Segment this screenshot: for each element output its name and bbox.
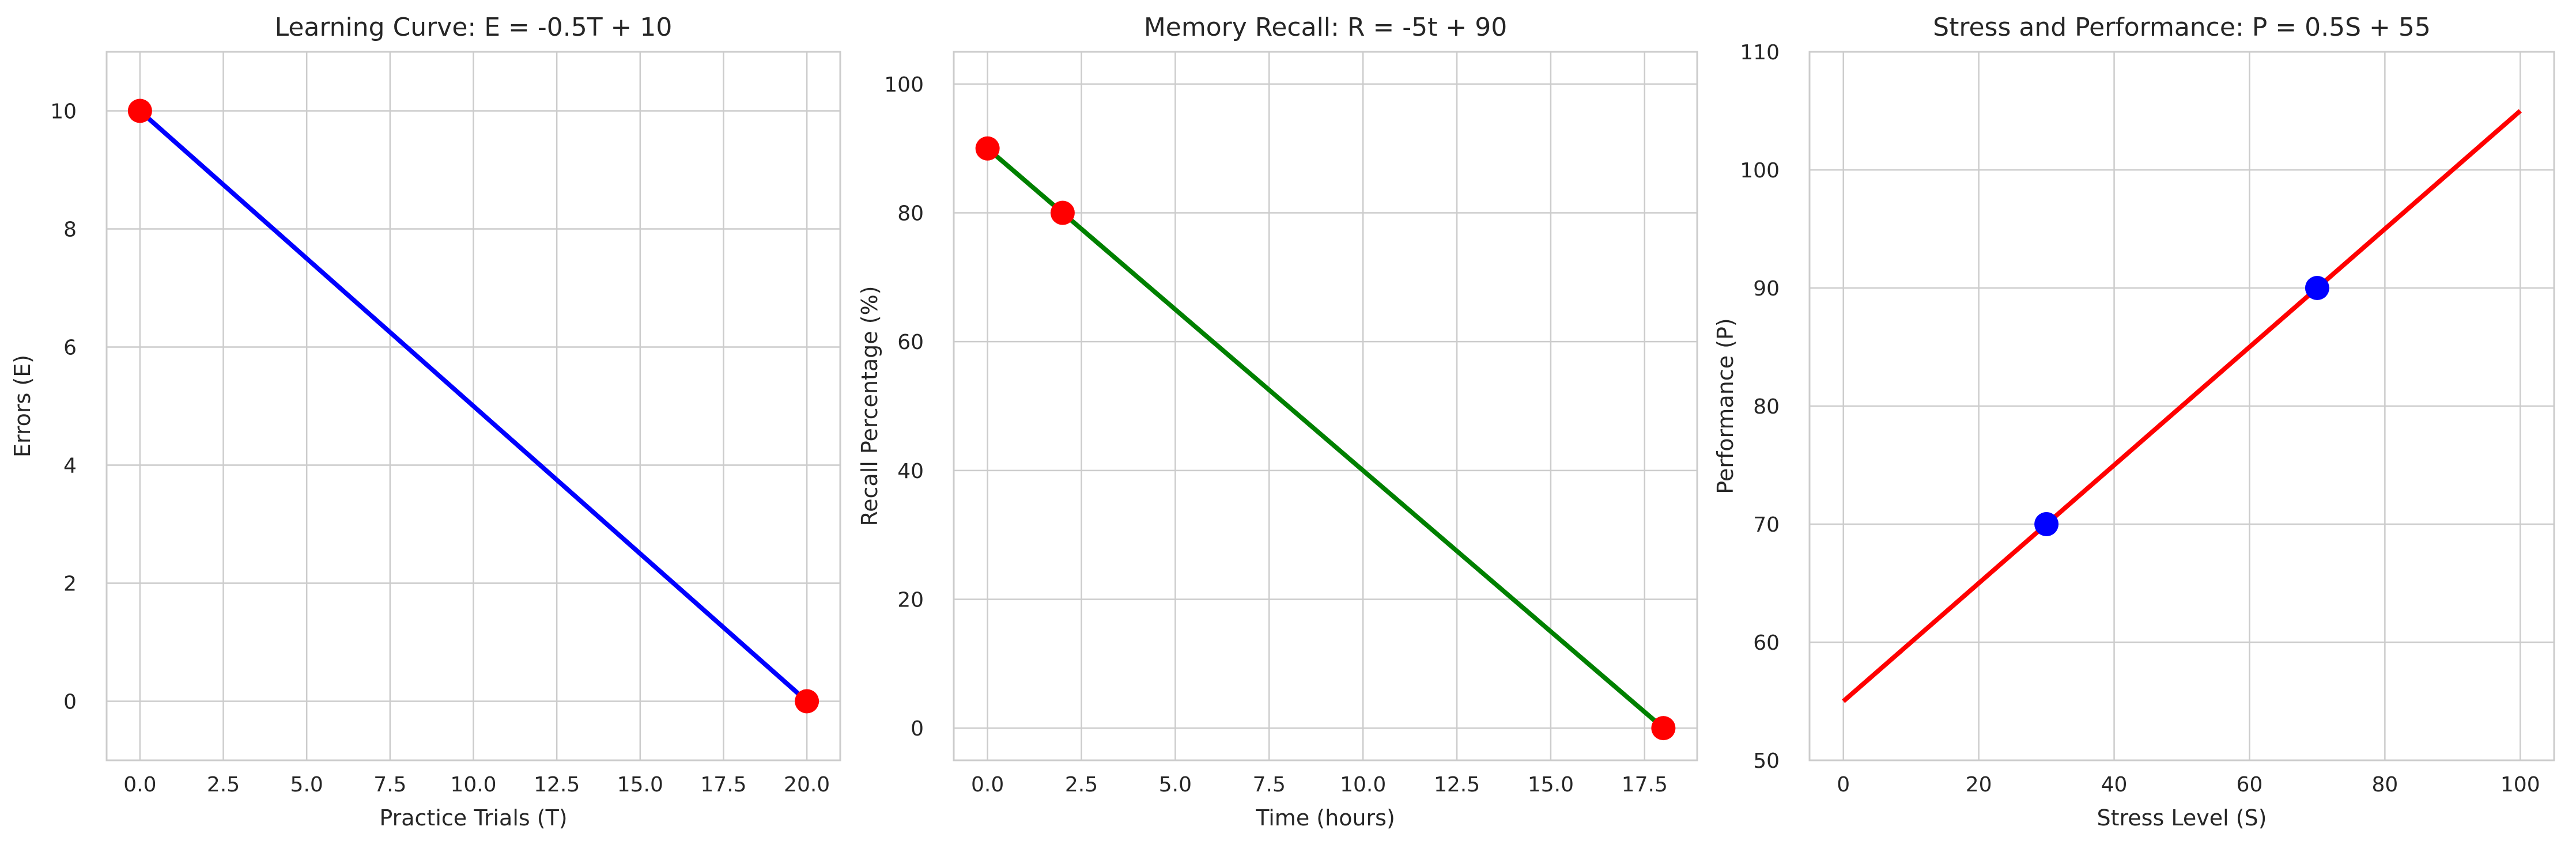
- x-tick-label: 20: [1966, 773, 1992, 797]
- x-axis-label: Practice Trials (T): [379, 805, 567, 831]
- data-point: [1651, 716, 1676, 741]
- y-tick-label: 60: [897, 331, 924, 354]
- data-point: [1050, 200, 1075, 225]
- x-tick-label: 12.5: [534, 773, 580, 797]
- y-tick-label: 0: [63, 691, 77, 714]
- x-tick-label: 2.5: [1065, 773, 1098, 797]
- x-tick-label: 17.5: [700, 773, 746, 797]
- y-tick-label: 6: [63, 336, 77, 360]
- y-tick-label: 100: [884, 73, 924, 97]
- x-tick-label: 20.0: [784, 773, 830, 797]
- y-axis-label: Performance (P): [1713, 318, 1738, 494]
- y-tick-label: 100: [1740, 159, 1780, 183]
- chart-title: Memory Recall: R = -5t + 90: [1144, 13, 1507, 42]
- data-point: [2305, 276, 2329, 300]
- chart-panel-3: 0 20 40 60 80 100 50 60 70 80 90 100 110 Stress and P…: [1713, 13, 2555, 831]
- series-line: [986, 146, 1665, 730]
- data-point: [795, 689, 819, 714]
- x-tick-label: 15.0: [1528, 773, 1574, 797]
- x-tick-label: 0.0: [123, 773, 156, 797]
- chart-panel-1: 0.0 2.5 5.0 7.5 10.0 12.5 15.0 17.5 20.0 0 2 4 6 8 10 L…: [10, 13, 841, 831]
- x-tick-label: 100: [2501, 773, 2540, 797]
- x-tick-label: 7.5: [373, 773, 406, 797]
- y-tick-label: 10: [50, 100, 77, 124]
- x-axis-label: Stress Level (S): [2097, 805, 2267, 831]
- y-tick-label: 60: [1753, 631, 1780, 655]
- x-tick-label: 17.5: [1622, 773, 1668, 797]
- y-tick-label: 20: [897, 588, 924, 612]
- x-tick-label: 80: [2371, 773, 2398, 797]
- x-tick-label: 12.5: [1434, 773, 1480, 797]
- plot-frame: [105, 51, 841, 761]
- x-tick-label: 10.0: [1340, 773, 1386, 797]
- y-tick-label: 70: [1753, 513, 1780, 537]
- y-tick-label: 110: [1740, 41, 1780, 65]
- y-tick-label: 8: [63, 218, 77, 242]
- x-tick-label: 7.5: [1253, 773, 1286, 797]
- y-tick-label: 40: [897, 460, 924, 483]
- plot-area: [954, 52, 1697, 760]
- x-tick-label: 10.0: [450, 773, 496, 797]
- chart-title: Stress and Performance: P = 0.5S + 55: [1933, 13, 2431, 42]
- x-tick-label: 5.0: [1159, 773, 1192, 797]
- x-tick-label: 0: [1837, 773, 1850, 797]
- y-tick-label: 90: [1753, 277, 1780, 301]
- y-tick-label: 0: [911, 717, 924, 741]
- data-point: [2034, 512, 2059, 536]
- x-tick-label: 5.0: [290, 773, 323, 797]
- x-tick-label: 15.0: [617, 773, 663, 797]
- y-tick-label: 50: [1753, 749, 1780, 773]
- y-tick-label: 80: [1753, 395, 1780, 419]
- plot-frame: [1808, 51, 2555, 761]
- series-line: [1842, 109, 2522, 703]
- x-axis-label: Time (hours): [1255, 805, 1395, 831]
- y-axis-label: Errors (E): [10, 355, 35, 457]
- y-tick-label: 4: [63, 454, 77, 478]
- x-tick-label: 60: [2237, 773, 2263, 797]
- y-tick-label: 2: [63, 573, 77, 596]
- data-point: [975, 136, 1000, 161]
- x-tick-label: 0.0: [971, 773, 1004, 797]
- data-point: [127, 98, 152, 123]
- plot-frame: [953, 51, 1698, 761]
- series-line: [138, 109, 809, 703]
- chart-title: Learning Curve: E = -0.5T + 10: [275, 13, 673, 42]
- x-tick-label: 40: [2101, 773, 2128, 797]
- chart-panel-2: 0.0 2.5 5.0 7.5 10.0 12.5 15.0 17.5 0 20 40 60 80 100…: [857, 13, 1698, 831]
- y-tick-label: 80: [897, 202, 924, 226]
- x-tick-label: 2.5: [207, 773, 240, 797]
- y-axis-label: Recall Percentage (%): [857, 286, 882, 526]
